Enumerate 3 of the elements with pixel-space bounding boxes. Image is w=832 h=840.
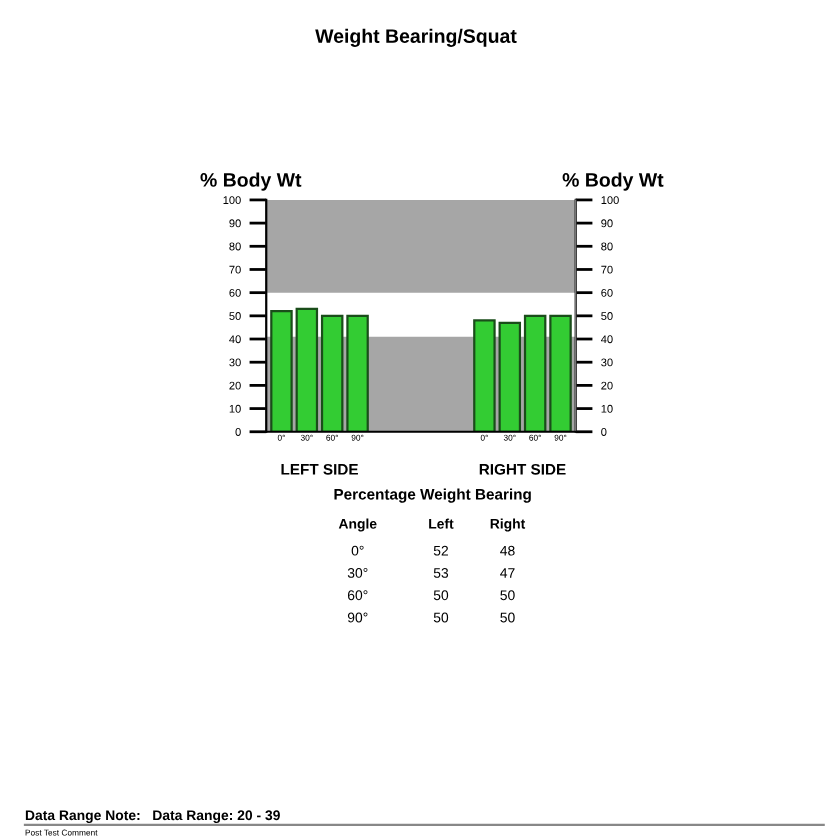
y-axis-title: % Body Wt bbox=[200, 172, 302, 191]
y2-axis-title: % Body Wt bbox=[562, 172, 664, 191]
chart-title: Weight Bearing/Squat bbox=[315, 28, 517, 47]
